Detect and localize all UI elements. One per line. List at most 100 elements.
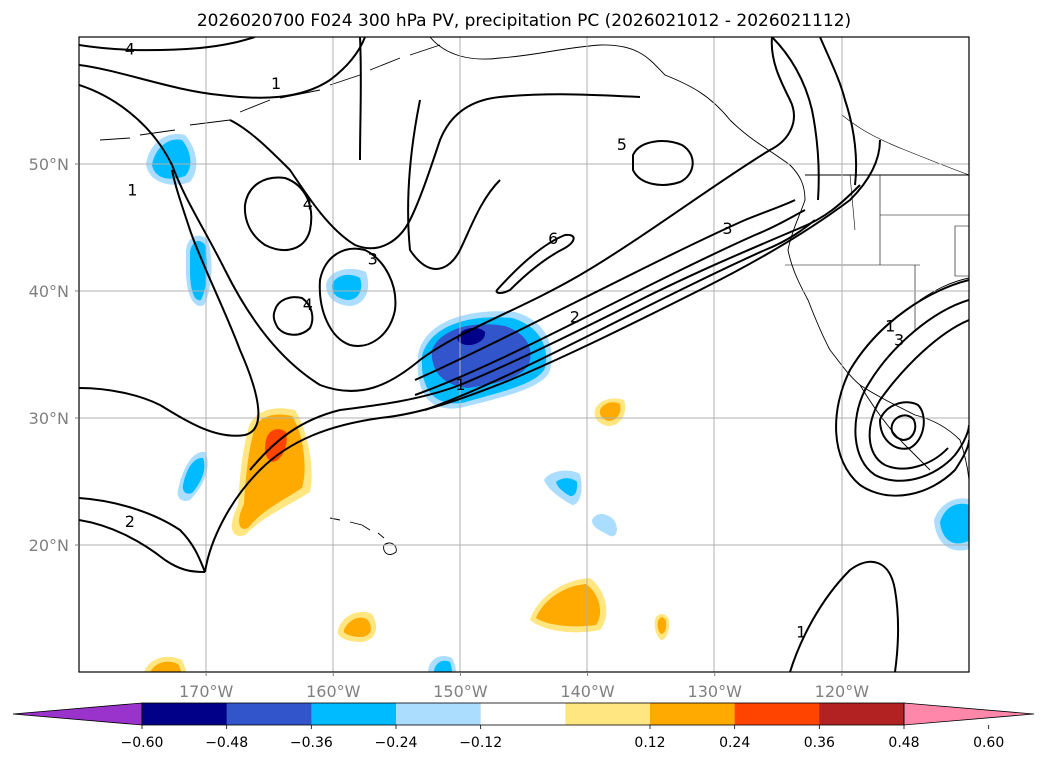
contour-4-cell — [243, 176, 313, 251]
precip-area-neg-40N-158W-inner — [331, 274, 362, 300]
contour-east-1 — [819, 37, 858, 186]
colorbar: −0.60 −0.48 −0.36 −0.24 −0.12 0.12 0.24 0.36 0.4… — [12, 702, 1035, 751]
precip-area-neg-11N-151W-inner — [434, 660, 452, 672]
precip-area-neg-21N-139W — [592, 514, 617, 537]
contour-jet-south — [204, 139, 881, 573]
contour-1-north — [79, 37, 366, 99]
colorbar-segment — [565, 703, 651, 725]
colorbar-frame — [141, 702, 905, 726]
y-tick-label: 40°N — [29, 282, 69, 301]
precip-area-pos-15N-143W-inner — [536, 584, 601, 627]
contour-label: 6 — [548, 229, 558, 248]
pv-contours — [79, 37, 969, 672]
map-frame — [78, 36, 970, 673]
colorbar-tick-label: 0.12 — [634, 735, 665, 751]
y-tick-label: 50°N — [29, 155, 69, 174]
precip-area-pos-11N-168W-inner — [150, 661, 181, 672]
colorbar-segment — [142, 703, 228, 725]
colorbar-segment — [650, 703, 736, 725]
contour-east-2 — [771, 37, 820, 201]
contour-inner-b — [407, 99, 501, 270]
contour-1-west — [79, 37, 795, 392]
y-tick-label: 20°N — [29, 536, 69, 555]
colorbar-segment — [396, 703, 482, 725]
precip-area-pos-30N-139W-inner — [599, 402, 621, 421]
canada-province-line — [841, 114, 969, 176]
hawaiian-islands — [329, 517, 397, 555]
contour-4-top-left — [79, 37, 256, 52]
contour-label: 5 — [617, 135, 627, 154]
contour-jet-1b — [414, 209, 806, 396]
colorbar-tick-label: 0.24 — [719, 735, 750, 751]
precip-area-pos-14N-158W-inner — [343, 617, 371, 637]
colorbar-tick-label: 0.60 — [973, 735, 1004, 751]
contour-label: 1 — [127, 181, 137, 200]
contour-label: 4 — [125, 40, 135, 59]
contour-low-ring-1 — [835, 279, 969, 497]
precip-area-neg-49N-inner — [152, 139, 191, 179]
contour-low-ring-2 — [854, 299, 969, 482]
precip-area-neg-21N-111W-inner — [940, 503, 969, 544]
colorbar-tick-label: −0.36 — [290, 735, 333, 751]
contour-jet-1 — [414, 199, 796, 381]
contour-jet-3 — [249, 184, 861, 471]
precip-area-neg-25N-142W-inner — [556, 478, 578, 497]
contour-label: 1 — [455, 375, 465, 394]
us-state-lines — [785, 174, 969, 330]
contour-south-east-1 — [789, 560, 900, 672]
x-axis-ticks: 170°W 160°W 150°W 140°W 130°W 120°W — [179, 672, 869, 701]
colorbar-tick-label: −0.12 — [459, 735, 502, 751]
precip-area-neg-26N-171W-inner — [182, 457, 205, 494]
colorbar-tick-label: 0.48 — [888, 735, 919, 751]
baja-california — [859, 384, 931, 471]
x-tick-label: 120°W — [815, 682, 870, 701]
colorbar-tick-label: −0.24 — [375, 735, 418, 751]
contour-label: 4 — [303, 295, 313, 314]
colorbar-segment — [734, 703, 820, 725]
x-tick-label: 150°W — [433, 682, 488, 701]
contour-label: 1 — [271, 74, 281, 93]
contour-southwest-3 — [79, 519, 206, 573]
colorbar-tick-label: 0.36 — [804, 735, 835, 751]
contour-low-ring-3 — [868, 319, 969, 470]
contour-low-ring-4 — [878, 401, 925, 450]
colorbar-extend-max — [903, 702, 1035, 726]
contour-label: 3 — [894, 331, 904, 350]
chart-title: 2026020700 F024 300 hPa PV, precipitatio… — [197, 11, 851, 31]
contour-label: 1 — [796, 623, 806, 642]
precip-area-neg-main-peak — [457, 327, 486, 346]
precip-area-pos-hawaii-mid — [239, 414, 305, 529]
contour-label: 3 — [722, 219, 732, 238]
contour-jet-2b — [424, 219, 816, 411]
contour-label: 3 — [368, 249, 378, 268]
contour-label: 2 — [125, 512, 135, 531]
x-tick-label: 170°W — [179, 682, 234, 701]
x-tick-label: 130°W — [688, 682, 743, 701]
contour-label: 4 — [303, 195, 313, 214]
x-tick-label: 160°W — [306, 682, 361, 701]
contour-3-cell — [318, 247, 397, 347]
contour-5-cell — [632, 140, 694, 186]
contour-6-cell — [495, 233, 575, 294]
colorbar-tick-label: −0.48 — [205, 735, 248, 751]
contour-low-ring-5 — [890, 414, 917, 442]
y-tick-label: 30°N — [29, 409, 69, 428]
contour-label: 1 — [885, 317, 895, 336]
precip-area-neg-42N-inner — [190, 240, 208, 301]
colorbar-extend-min — [12, 702, 143, 726]
contour-inner-a — [359, 37, 362, 161]
precip-area-pos-14N-134W-inner — [657, 617, 667, 634]
colorbar-segment — [226, 703, 312, 725]
contour-4-cell-small — [272, 296, 314, 336]
colorbar-segment — [819, 703, 905, 725]
y-axis-ticks: 20°N 30°N 40°N 50°N — [29, 155, 79, 555]
x-tick-label: 140°W — [560, 682, 615, 701]
colorbar-tick-label: −0.60 — [121, 735, 164, 751]
precip-area-neg-main-core — [431, 324, 531, 388]
contour-label: 2 — [570, 308, 580, 327]
contour-southwest-2 — [79, 497, 206, 573]
contour-inner-3 — [229, 93, 641, 250]
